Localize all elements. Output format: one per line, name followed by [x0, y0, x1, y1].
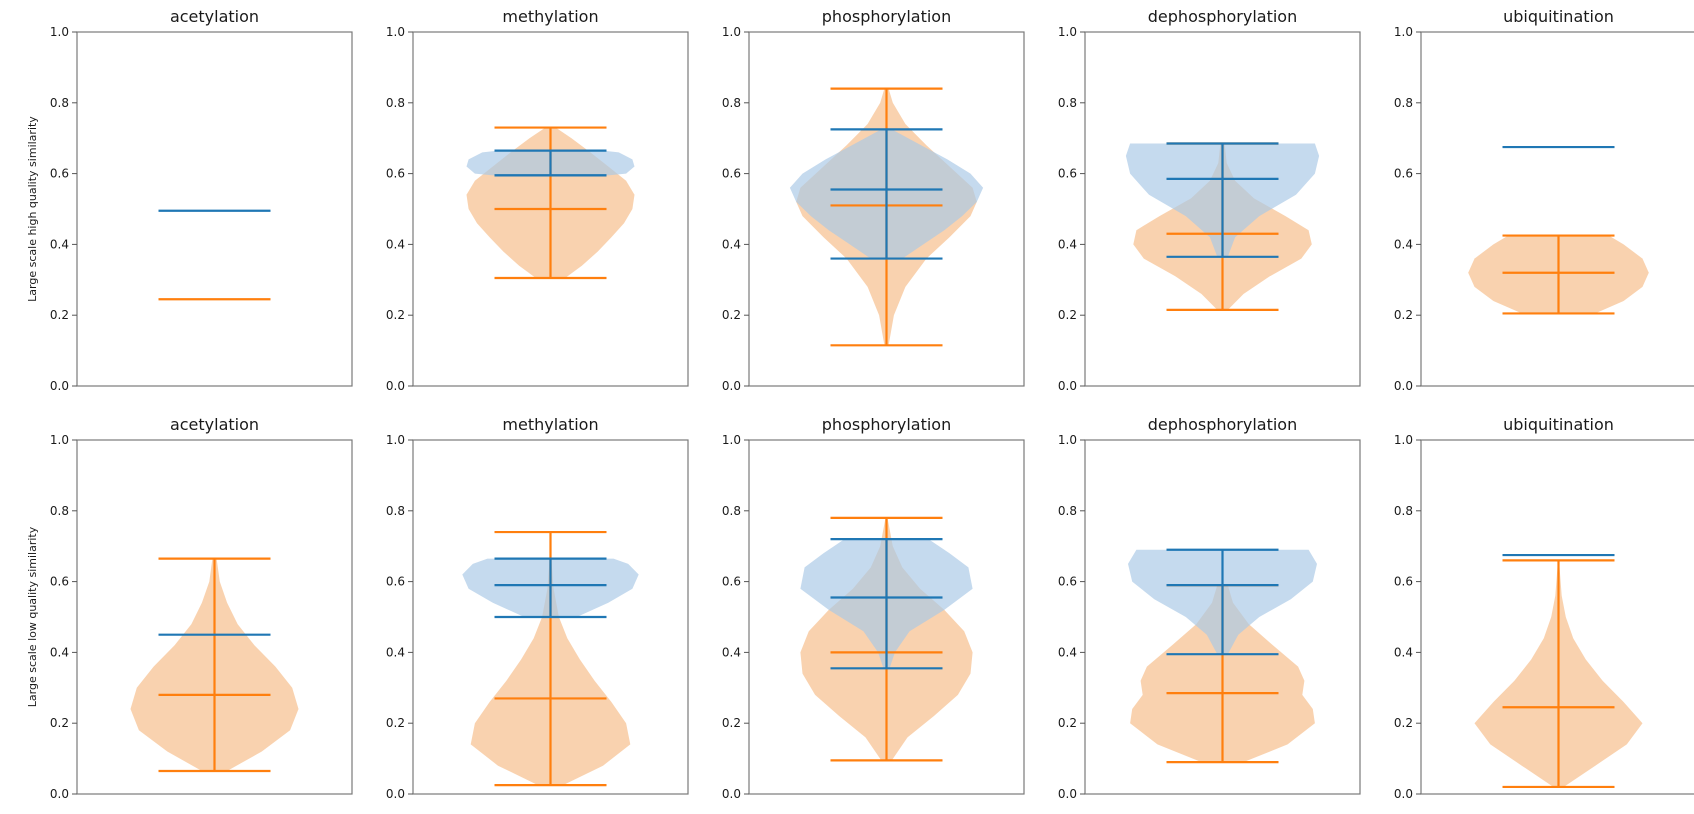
panel-title: methylation [502, 415, 598, 434]
y-tick-label: 0.4 [50, 237, 69, 251]
y-tick-label: 0.6 [722, 167, 741, 181]
y-tick-label: 0.0 [722, 379, 741, 393]
y-tick-label: 0.6 [386, 167, 405, 181]
y-tick-label: 0.0 [386, 787, 405, 801]
panel-title: dephosphorylation [1148, 415, 1297, 434]
y-tick-label: 0.2 [386, 716, 405, 730]
y-tick-label: 1.0 [1394, 25, 1413, 39]
panel-title: ubiquitination [1503, 7, 1614, 26]
y-tick-label: 0.8 [1058, 96, 1077, 110]
y-tick-label: 0.4 [1058, 645, 1077, 659]
y-axis-label-row-1: Large scale low quality similarity [26, 526, 39, 707]
y-tick-label: 0.8 [1394, 504, 1413, 518]
y-tick-label: 0.8 [50, 504, 69, 518]
y-tick-label: 0.2 [1394, 308, 1413, 322]
panel-r0-p3: 0.0 0.2 0.4 0.6 0.8 1.0 dephosphorylation [1058, 7, 1361, 393]
y-tick-label: 0.0 [50, 787, 69, 801]
y-tick-label: 0.0 [50, 379, 69, 393]
y-tick-label: 1.0 [722, 433, 741, 447]
panel-r1-p1: 0.0 0.2 0.4 0.6 0.8 1.0 methylation [386, 415, 689, 801]
y-tick-label: 0.8 [1394, 96, 1413, 110]
y-tick-label: 1.0 [386, 25, 405, 39]
panel-r0-p0: 0.0 0.2 0.4 0.6 0.8 1.0 acetylation [50, 7, 353, 393]
y-tick-label: 0.2 [50, 716, 69, 730]
y-tick-label: 0.2 [1394, 716, 1413, 730]
y-tick-label: 0.0 [1058, 787, 1077, 801]
y-tick-label: 0.4 [1394, 645, 1413, 659]
panel-r1-p2: 0.0 0.2 0.4 0.6 0.8 1.0 phosphorylation [722, 415, 1025, 801]
panel-title: acetylation [170, 415, 259, 434]
panel-title: phosphorylation [822, 7, 951, 26]
y-tick-label: 1.0 [1058, 433, 1077, 447]
axes-frame-r1p0 [76, 439, 353, 795]
panel-r1-p3: 0.0 0.2 0.4 0.6 0.8 1.0 dephosphorylation [1058, 415, 1361, 801]
y-tick-label: 0.6 [1394, 167, 1413, 181]
y-tick-label: 0.2 [722, 716, 741, 730]
y-tick-label: 1.0 [50, 433, 69, 447]
y-tick-label: 0.4 [1394, 237, 1413, 251]
y-tick-label: 1.0 [1058, 25, 1077, 39]
axes-frame-r0p3 [1084, 31, 1361, 387]
y-tick-label: 0.8 [386, 96, 405, 110]
panel-title: ubiquitination [1503, 415, 1614, 434]
y-tick-label: 0.6 [722, 575, 741, 589]
axes-frame-r0p2 [748, 31, 1025, 387]
axes-frame-r1p4 [1420, 439, 1694, 795]
axes-frame-r1p3 [1084, 439, 1361, 795]
y-tick-label: 0.8 [722, 96, 741, 110]
y-tick-label: 0.2 [722, 308, 741, 322]
y-tick-label: 1.0 [386, 433, 405, 447]
y-tick-label: 0.0 [386, 379, 405, 393]
axes-frame-r1p2 [748, 439, 1025, 795]
axes-frame-r1p1 [412, 439, 689, 795]
y-tick-label: 0.0 [1058, 379, 1077, 393]
axes-frame-r0p4 [1420, 31, 1694, 387]
y-tick-label: 0.8 [386, 504, 405, 518]
y-tick-label: 0.8 [1058, 504, 1077, 518]
y-tick-label: 0.4 [1058, 237, 1077, 251]
panel-r1-p4: 0.0 0.2 0.4 0.6 0.8 1.0 ubiquitination [1394, 415, 1694, 801]
y-tick-label: 0.0 [1394, 787, 1413, 801]
y-tick-label: 0.6 [50, 575, 69, 589]
y-tick-label: 0.2 [1058, 716, 1077, 730]
y-tick-label: 0.4 [722, 237, 741, 251]
y-tick-label: 0.6 [386, 575, 405, 589]
axes-frame-r0p0 [76, 31, 353, 387]
y-tick-label: 0.4 [50, 645, 69, 659]
panel-r0-p4: 0.0 0.2 0.4 0.6 0.8 1.0 ubiquitination [1394, 7, 1694, 393]
y-tick-label: 0.2 [386, 308, 405, 322]
y-axis-label-row-0: Large scale high quality similarity [26, 116, 39, 302]
y-tick-label: 0.6 [50, 167, 69, 181]
y-tick-label: 0.0 [722, 787, 741, 801]
panel-r0-p2: 0.0 0.2 0.4 0.6 0.8 1.0 phosphorylation [722, 7, 1025, 393]
panel-title: dephosphorylation [1148, 7, 1297, 26]
y-tick-label: 0.6 [1058, 575, 1077, 589]
panel-title: phosphorylation [822, 415, 951, 434]
y-tick-label: 0.2 [50, 308, 69, 322]
y-tick-label: 0.2 [1058, 308, 1077, 322]
y-tick-label: 0.0 [1394, 379, 1413, 393]
y-tick-label: 0.4 [386, 645, 405, 659]
y-tick-label: 1.0 [1394, 433, 1413, 447]
y-tick-label: 0.6 [1058, 167, 1077, 181]
y-tick-label: 0.8 [50, 96, 69, 110]
axes-frame-r0p1 [412, 31, 689, 387]
y-tick-label: 0.4 [386, 237, 405, 251]
y-tick-label: 1.0 [722, 25, 741, 39]
panel-r0-p1: 0.0 0.2 0.4 0.6 0.8 1.0 methylation [386, 7, 689, 393]
panel-title: acetylation [170, 7, 259, 26]
y-tick-label: 1.0 [50, 25, 69, 39]
panel-r1-p0: 0.0 0.2 0.4 0.6 0.8 1.0 acetylation [50, 415, 353, 801]
y-tick-label: 0.8 [722, 504, 741, 518]
y-tick-label: 0.6 [1394, 575, 1413, 589]
panel-title: methylation [502, 7, 598, 26]
y-tick-label: 0.4 [722, 645, 741, 659]
